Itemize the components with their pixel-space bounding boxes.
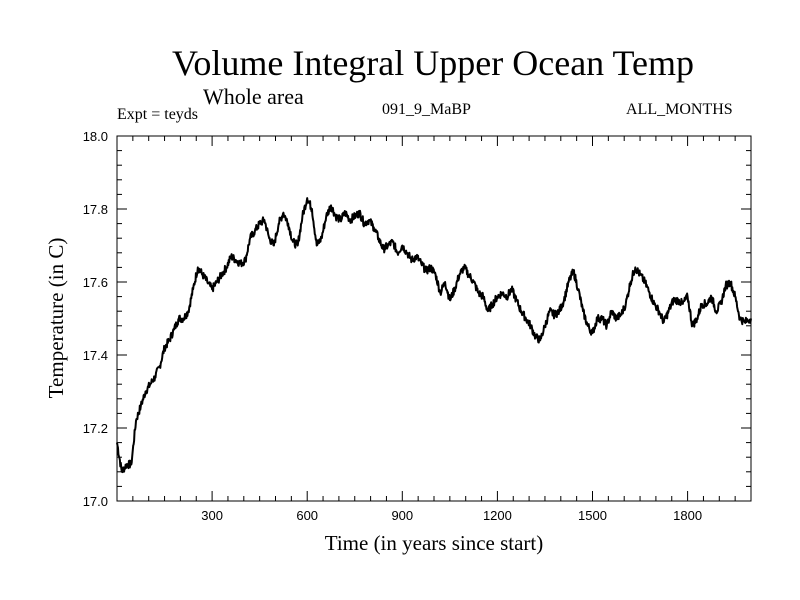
chart-title: Volume Integral Upper Ocean Temp — [172, 43, 694, 83]
x-tick-label: 1800 — [673, 508, 702, 523]
series-line-temperature — [116, 197, 752, 474]
run-code-label: 091_9_MaBP — [382, 101, 471, 118]
y-tick-label: 17.0 — [83, 494, 108, 509]
months-label: ALL_MONTHS — [626, 101, 733, 118]
tick-labels: 300 600 900 1200 1500 1800 17.0 17.2 17.4 17.6 17.… — [83, 129, 702, 523]
x-tick-label: 900 — [391, 508, 413, 523]
y-tick-label: 17.6 — [83, 275, 108, 290]
experiment-label: Expt = teyds — [117, 106, 199, 123]
y-tick-label: 17.8 — [83, 202, 108, 217]
y-tick-label: 18.0 — [83, 129, 108, 144]
x-tick-label: 300 — [201, 508, 223, 523]
chart-subtitle: Whole area — [203, 84, 304, 109]
x-axis-title: Time (in years since start) — [325, 531, 544, 555]
plot-frame — [116, 135, 752, 502]
x-tick-label: 1200 — [483, 508, 512, 523]
x-tick-label: 1500 — [578, 508, 607, 523]
axis-ticks — [117, 136, 751, 501]
y-axis-title: Temperature (in C) — [44, 238, 68, 399]
y-tick-label: 17.4 — [83, 348, 108, 363]
y-tick-label: 17.2 — [83, 421, 108, 436]
x-tick-label: 600 — [296, 508, 318, 523]
